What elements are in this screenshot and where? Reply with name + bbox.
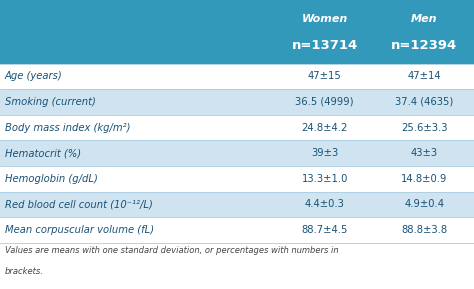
Text: 36.5 (4999): 36.5 (4999)	[295, 97, 354, 107]
Text: Age (years): Age (years)	[5, 71, 63, 81]
Text: Values are means with one standard deviation, or percentages with numbers in: Values are means with one standard devia…	[5, 246, 338, 255]
Bar	[0, 166, 474, 192]
Text: Hemoglobin (g/dL): Hemoglobin (g/dL)	[5, 174, 98, 184]
Text: 4.9±0.4: 4.9±0.4	[404, 199, 444, 209]
Bar	[0, 217, 474, 243]
Bar	[0, 64, 474, 89]
Text: Red blood cell count (10⁻¹²/L): Red blood cell count (10⁻¹²/L)	[5, 199, 153, 209]
Text: 4.4±0.3: 4.4±0.3	[305, 199, 345, 209]
Text: Women: Women	[301, 14, 348, 24]
Text: Mean corpuscular volume (fL): Mean corpuscular volume (fL)	[5, 225, 154, 235]
Bar	[0, 140, 474, 166]
Text: Hematocrit (%): Hematocrit (%)	[5, 148, 81, 158]
Text: n=13714: n=13714	[292, 39, 358, 52]
Text: Body mass index (kg/m²): Body mass index (kg/m²)	[5, 123, 130, 133]
Bar	[0, 192, 474, 217]
Text: 13.3±1.0: 13.3±1.0	[301, 174, 348, 184]
Bar	[0, 115, 474, 140]
Text: Men: Men	[411, 14, 438, 24]
Text: 37.4 (4635): 37.4 (4635)	[395, 97, 453, 107]
Text: brackets.: brackets.	[5, 267, 44, 276]
Bar	[0, 0, 474, 64]
Text: Smoking (current): Smoking (current)	[5, 97, 96, 107]
Text: 88.8±3.8: 88.8±3.8	[401, 225, 447, 235]
Text: 47±15: 47±15	[308, 71, 342, 81]
Bar	[0, 89, 474, 115]
Text: 24.8±4.2: 24.8±4.2	[301, 123, 348, 133]
Text: 88.7±4.5: 88.7±4.5	[301, 225, 348, 235]
Text: 43±3: 43±3	[410, 148, 438, 158]
Text: 39±3: 39±3	[311, 148, 338, 158]
Text: 47±14: 47±14	[408, 71, 441, 81]
Text: 25.6±3.3: 25.6±3.3	[401, 123, 447, 133]
Text: n=12394: n=12394	[391, 39, 457, 52]
Text: 14.8±0.9: 14.8±0.9	[401, 174, 447, 184]
